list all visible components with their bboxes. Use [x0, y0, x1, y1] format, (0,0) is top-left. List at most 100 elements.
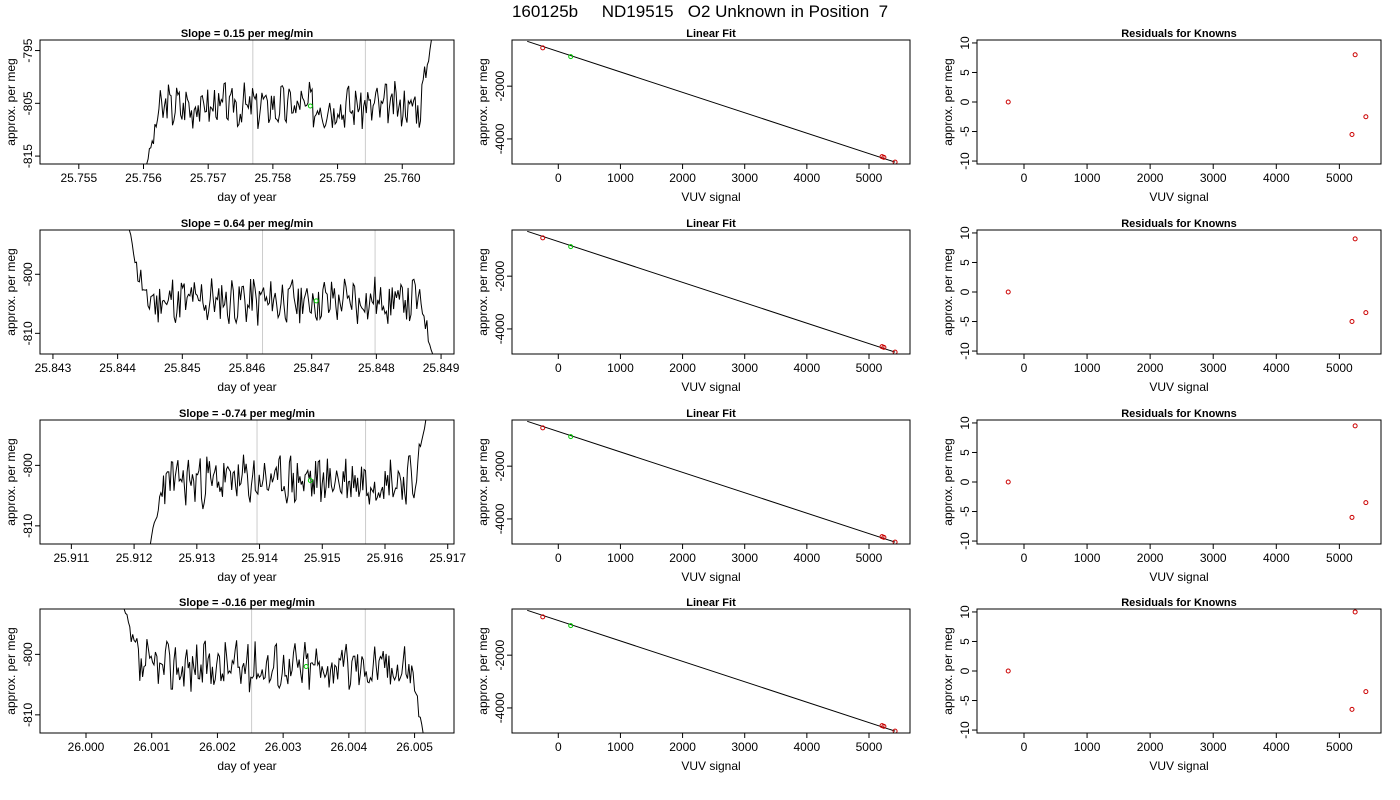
residual-point	[1352, 609, 1358, 615]
x-axis-label: day of year	[217, 759, 276, 773]
x-tick-label: 3000	[1200, 551, 1227, 565]
y-tick-label: -815	[21, 144, 35, 168]
y-tick-label: 5	[958, 69, 972, 76]
y-tick-label: -5	[958, 316, 972, 327]
panel-residuals-1: Residuals for Knowns 0 1000 2000 3000 4000 500…	[941, 28, 1382, 204]
x-tick-label: 25.914	[241, 551, 278, 565]
x-tick-label: 25.847	[293, 361, 330, 375]
y-axis-label: approx. per meg	[4, 627, 18, 714]
x-tick-label: 26.000	[68, 740, 105, 754]
x-tick-label: 25.845	[164, 361, 201, 375]
x-tick-label: 3000	[731, 551, 758, 565]
fit-line	[527, 230, 896, 353]
x-tick-label: 25.848	[358, 361, 395, 375]
y-tick-label: -4000	[493, 692, 507, 723]
y-axis-label: approx. per meg	[4, 438, 18, 525]
x-tick-label: 5000	[856, 740, 883, 754]
y-tick-label: 0	[958, 98, 972, 105]
plot-frame	[976, 39, 1382, 165]
x-tick-label: 5000	[856, 361, 883, 375]
known-point	[881, 154, 887, 160]
x-tick-label: 26.002	[199, 740, 236, 754]
plot-frame	[39, 229, 455, 355]
y-tick-label: -2000	[493, 261, 507, 292]
x-axis-label: VUV signal	[681, 570, 740, 584]
plot-frame	[976, 608, 1382, 734]
panel-linear-fit-3: Linear Fit 0 1000 2000 3000 4000 5000 -4000 -200…	[476, 408, 911, 584]
y-tick-label: 0	[958, 478, 972, 485]
panel-time-series-1: Slope = 0.15 per meg/min 25.755 25.756 25.7…	[4, 28, 455, 204]
plot-area	[149, 420, 427, 544]
x-tick-label: 5000	[856, 171, 883, 185]
known-point	[540, 45, 546, 51]
y-axis-label: approx. per meg	[476, 248, 490, 335]
residual-point	[1005, 289, 1011, 295]
y-tick-label: 5	[958, 638, 972, 645]
known-point	[881, 534, 887, 540]
y-tick-label: -810	[21, 514, 35, 538]
y-tick-label: -5	[958, 126, 972, 137]
figure-title: 160125b ND19515 O2 Unknown in Position 7	[511, 2, 889, 21]
unknown-point	[568, 54, 574, 60]
x-axis-label: day of year	[217, 380, 276, 394]
y-tick-label: -800	[21, 642, 35, 666]
x-tick-label: 5000	[1326, 740, 1353, 754]
residual-point	[1349, 514, 1355, 520]
panel-title: Linear Fit	[686, 218, 736, 230]
y-axis-label: approx. per meg	[476, 627, 490, 714]
x-tick-label: 4000	[1263, 740, 1290, 754]
y-tick-label: 10	[958, 36, 972, 50]
x-tick-label: 1000	[1074, 361, 1101, 375]
x-tick-label: 4000	[793, 361, 820, 375]
x-tick-label: 2000	[1137, 171, 1164, 185]
x-tick-label: 1000	[607, 171, 634, 185]
plot-area	[123, 609, 424, 733]
residual-point	[1349, 319, 1355, 325]
y-tick-label: -5	[958, 695, 972, 706]
x-axis-label: VUV signal	[1149, 190, 1208, 204]
panel-linear-fit-1: Linear Fit 0 1000 2000 3000 4000 5000 -4000 -200…	[476, 28, 911, 204]
x-tick-label: 3000	[731, 740, 758, 754]
series-trace	[149, 420, 427, 544]
x-tick-label: 0	[555, 361, 562, 375]
residual-point	[1363, 689, 1369, 695]
x-axis-label: VUV signal	[681, 759, 740, 773]
y-tick-label: -10	[958, 532, 972, 550]
x-tick-label: 2000	[669, 171, 696, 185]
x-tick-label: 26.005	[396, 740, 433, 754]
x-tick-label: 5000	[1326, 551, 1353, 565]
x-tick-label: 26.003	[265, 740, 302, 754]
x-tick-label: 25.913	[178, 551, 215, 565]
panel-residuals-2: Residuals for Knowns 0 1000 2000 3000 4000 500…	[941, 218, 1382, 394]
series-trace	[128, 230, 434, 354]
panel-residuals-3: Residuals for Knowns 0 1000 2000 3000 4000 500…	[941, 408, 1382, 584]
x-tick-label: 1000	[1074, 171, 1101, 185]
x-tick-label: 25.916	[367, 551, 404, 565]
y-tick-label: 5	[958, 259, 972, 266]
plot-frame	[39, 608, 455, 734]
fit-line	[527, 40, 896, 163]
known-point	[540, 235, 546, 241]
y-axis-label: approx. per meg	[4, 58, 18, 145]
x-tick-label: 25.843	[35, 361, 72, 375]
x-tick-label: 0	[555, 551, 562, 565]
y-tick-label: -10	[958, 342, 972, 360]
x-tick-label: 3000	[731, 171, 758, 185]
series-trace	[123, 609, 424, 733]
known-point	[881, 344, 887, 350]
panel-title: Residuals for Knowns	[1121, 218, 1237, 230]
residual-point	[1352, 236, 1358, 242]
plot-area	[527, 230, 898, 354]
unknown-point	[568, 623, 574, 629]
panel-title: Slope = 0.64 per meg/min	[181, 218, 314, 230]
y-axis-label: approx. per meg	[4, 248, 18, 335]
plot-frame	[976, 229, 1382, 355]
plot-area	[527, 609, 898, 733]
y-tick-label: -4000	[493, 313, 507, 344]
panel-title: Residuals for Knowns	[1121, 597, 1237, 609]
y-tick-label: -805	[21, 91, 35, 115]
panel-title: Linear Fit	[686, 597, 736, 609]
residual-point	[1352, 52, 1358, 58]
y-tick-label: -810	[21, 321, 35, 345]
x-tick-label: 25.756	[125, 171, 162, 185]
